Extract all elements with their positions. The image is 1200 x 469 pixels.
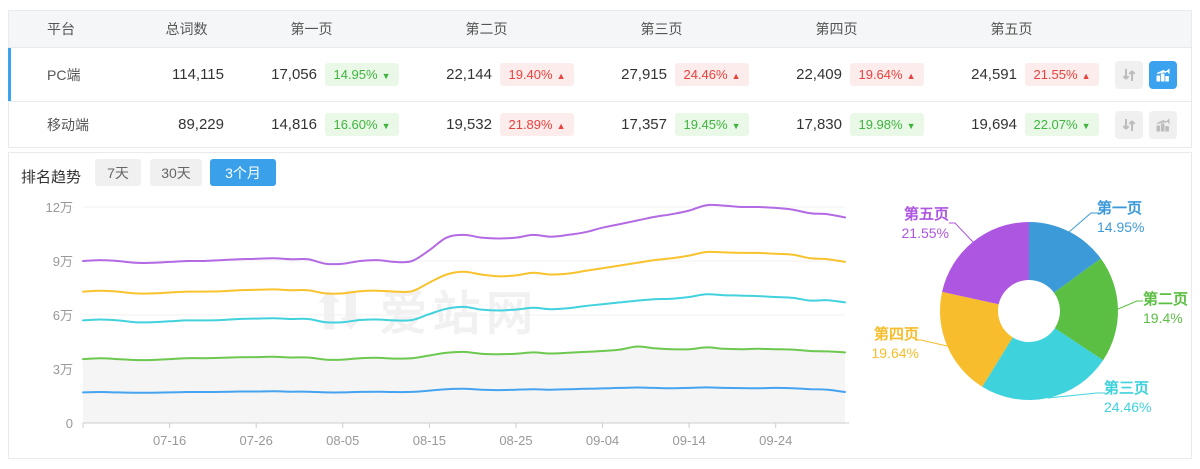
platform-label: PC端 [47,66,81,83]
svg-text:9万: 9万 [53,254,73,269]
page2-cell: 19,532 21.89% ▲ [399,113,574,136]
range-button-3m[interactable]: 3个月 [210,159,276,186]
trend-arrow-icon: ▼ [906,121,916,131]
trend-arrow-icon: ▼ [381,121,391,131]
change-badge: 21.89% ▲ [500,113,574,136]
trend-chart-button[interactable] [1149,110,1177,139]
row-actions [1099,60,1191,89]
trend-chart-icon [1156,67,1170,81]
page3-cell: 27,915 24.46% ▲ [574,63,749,86]
sort-button[interactable] [1115,60,1143,89]
change-badge: 16.60% ▼ [325,113,399,136]
svg-text:08-15: 08-15 [413,433,446,448]
col-header-total: 总词数 [165,21,208,37]
page5-cell: 19,694 22.07% ▼ [924,113,1099,136]
table-row-mobile[interactable]: 移动端 89,229 14,816 16.60% ▼ 19,532 21.89% ▲… [8,102,1192,148]
col-header-platform: 平台 [47,21,75,37]
sort-button[interactable] [1115,110,1143,139]
table-header-row: 平台 总词数 第一页 第二页 第三页 第四页 第五页 [8,10,1192,48]
sort-arrows-icon [1122,118,1136,131]
svg-text:08-25: 08-25 [499,433,532,448]
change-badge: 14.95% ▼ [325,63,399,86]
page4-cell: 17,830 19.98% ▼ [749,113,924,136]
rank-trend-line-chart[interactable]: 0 3万 6万 9万 12万 07-16 07-26 08-05 08-15 08-25 09-04… [25,191,855,459]
donut-label-page5: 第五页 21.55% [901,206,949,241]
change-badge: 19.98% ▼ [850,113,924,136]
page4-cell: 22,409 19.64% ▲ [749,63,924,86]
page3-cell: 17,357 19.45% ▼ [574,113,749,136]
svg-text:07-26: 07-26 [240,433,273,448]
donut-label-page3: 第三页 24.46% [1104,380,1152,415]
keyword-rank-table: 平台 总词数 第一页 第二页 第三页 第四页 第五页 PC端 114,115 1… [8,10,1192,148]
trend-chart-icon [1156,117,1170,131]
change-badge: 19.64% ▲ [850,63,924,86]
range-button-30d[interactable]: 30天 [150,159,202,186]
col-header-page-1: 第一页 [290,21,333,37]
svg-text:07-16: 07-16 [153,433,186,448]
range-button-7d[interactable]: 7天 [95,159,141,186]
page1-cell: 17,056 14.95% ▼ [224,63,399,86]
change-badge: 19.45% ▼ [675,113,749,136]
trend-arrow-icon: ▲ [556,121,566,131]
total-words-value: 89,229 [178,116,224,133]
page1-cell: 14,816 16.60% ▼ [224,113,399,136]
rank-trend-panel: 排名趋势 7天 30天 3个月 爱站网 0 3万 6万 9万 12万 07-16 07-26… [8,152,1192,459]
svg-text:12万: 12万 [46,200,73,215]
change-badge: 19.40% ▲ [500,63,574,86]
trend-arrow-icon: ▼ [381,71,391,81]
change-badge: 22.07% ▼ [1025,113,1099,136]
svg-text:09-04: 09-04 [586,433,619,448]
col-header-page-2: 第二页 [465,21,508,37]
svg-text:6万: 6万 [53,308,73,323]
table-row-pc[interactable]: PC端 114,115 17,056 14.95% ▼ 22,144 19.40%… [8,48,1192,102]
trend-title: 排名趋势 [21,169,82,186]
col-header-page-5: 第五页 [990,21,1033,37]
donut-label-page4: 第四页 19.64% [871,326,919,361]
trend-chart-button[interactable] [1149,60,1177,89]
donut-chart[interactable] [859,193,1193,445]
trend-arrow-icon: ▲ [1081,71,1091,81]
page5-cell: 24,591 21.55% ▲ [924,63,1099,86]
col-header-page-4: 第四页 [815,21,858,37]
row-actions [1099,110,1191,139]
trend-arrow-icon: ▲ [556,71,566,81]
platform-label: 移动端 [47,116,89,133]
trend-arrow-icon: ▼ [731,121,741,131]
svg-text:3万: 3万 [53,362,73,377]
svg-text:08-05: 08-05 [326,433,359,448]
trend-arrow-icon: ▲ [906,71,916,81]
sort-arrows-icon [1122,68,1136,81]
change-badge: 21.55% ▲ [1025,63,1099,86]
change-badge: 24.46% ▲ [675,63,749,86]
col-header-page-3: 第三页 [640,21,683,37]
svg-text:0: 0 [66,416,73,431]
donut-label-page2: 第二页 19.4% [1143,291,1189,326]
svg-text:09-14: 09-14 [673,433,706,448]
total-words-value: 114,115 [172,66,224,83]
svg-text:09-24: 09-24 [759,433,792,448]
trend-arrow-icon: ▲ [731,71,741,81]
trend-arrow-icon: ▼ [1081,121,1091,131]
page-distribution-donut: 第一页 14.95% 第二页 19.4% 第三页 24.46% 第四页 19.64% 第… [859,193,1193,445]
page2-cell: 22,144 19.40% ▲ [399,63,574,86]
donut-label-page1: 第一页 14.95% [1097,200,1145,235]
